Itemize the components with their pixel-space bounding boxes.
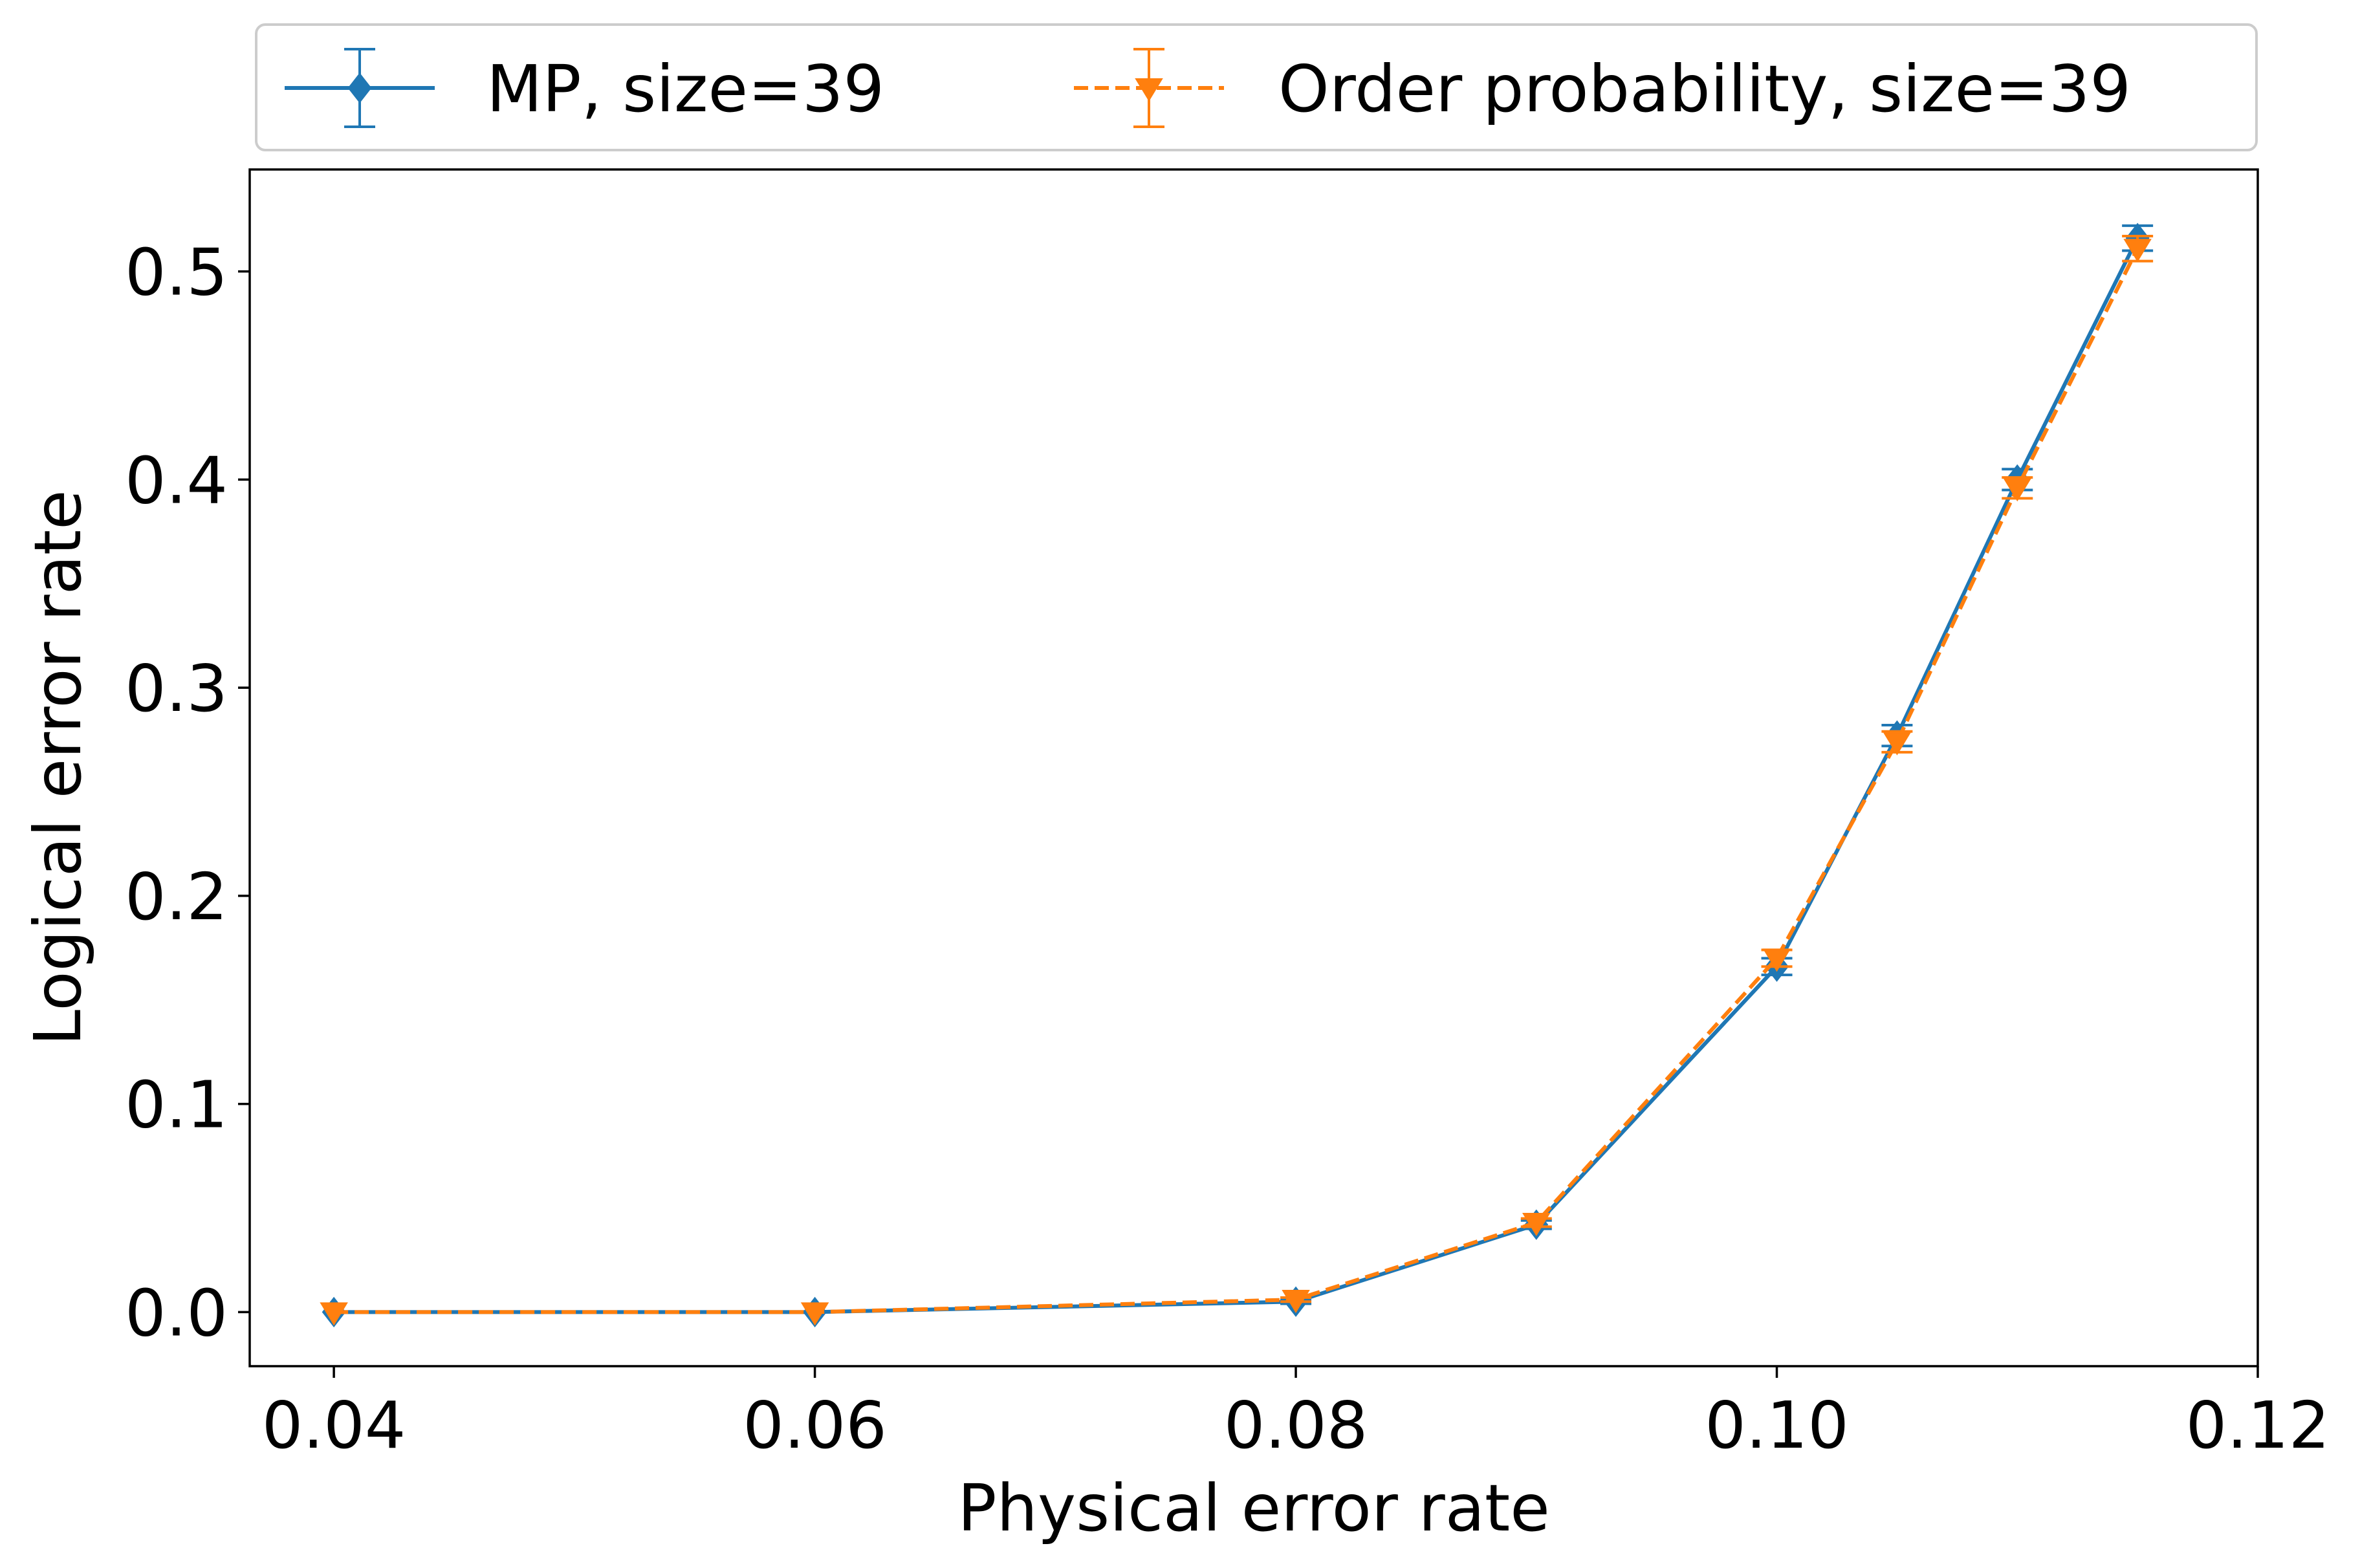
y-tick-label: 0.4	[125, 442, 228, 518]
x-tick-label: 0.12	[2186, 1388, 2330, 1463]
plot-area: 0.04 0.06 0.08 0.10 0.12 0.0 0.1 0.2 0.3 0.4 0.5	[125, 168, 2330, 1463]
data-point	[2003, 478, 2032, 502]
y-tick-label: 0.1	[125, 1067, 228, 1143]
x-axis-ticks: 0.04 0.06 0.08 0.10 0.12	[262, 1366, 2330, 1463]
y-tick-label: 0.0	[125, 1275, 228, 1351]
legend-entry-1: MP, size=39	[285, 48, 884, 128]
x-tick-label: 0.10	[1705, 1388, 1849, 1463]
data-point	[1762, 948, 1791, 972]
legend-frame	[255, 23, 2258, 151]
y-tick-label: 0.2	[125, 859, 228, 935]
legend-label: MP, size=39	[486, 51, 884, 127]
y-axis-ticks: 0.0 0.1 0.2 0.3 0.4 0.5	[125, 235, 250, 1351]
series-layer	[320, 223, 2154, 1327]
data-point	[320, 1302, 348, 1326]
legend-entries: MP, size=39 Order probability, size=39	[285, 48, 2131, 128]
x-axis-label: Physical error rate	[957, 1470, 1550, 1546]
y-tick-label: 0.3	[125, 651, 228, 726]
y-axis-label: Logical error rate	[20, 490, 96, 1045]
x-tick-label: 0.06	[743, 1388, 887, 1463]
legend-entry-2: Order probability, size=39	[1074, 48, 2131, 128]
series-2	[320, 234, 2154, 1326]
x-tick-label: 0.08	[1224, 1388, 1368, 1463]
plot-frame	[248, 168, 2259, 1367]
data-point	[1282, 1290, 1310, 1313]
x-tick-label: 0.04	[262, 1388, 406, 1463]
legend: MP, size=39 Order probability, size=39	[255, 23, 2258, 151]
data-point	[2123, 239, 2152, 263]
legend-marker	[1135, 78, 1163, 102]
legend-label: Order probability, size=39	[1278, 51, 2131, 127]
y-tick-label: 0.5	[125, 235, 228, 310]
data-point	[1883, 732, 1912, 756]
data-point	[800, 1302, 829, 1326]
data-point	[1522, 1213, 1551, 1236]
series-line	[334, 247, 2139, 1314]
legend-marker	[347, 72, 372, 103]
